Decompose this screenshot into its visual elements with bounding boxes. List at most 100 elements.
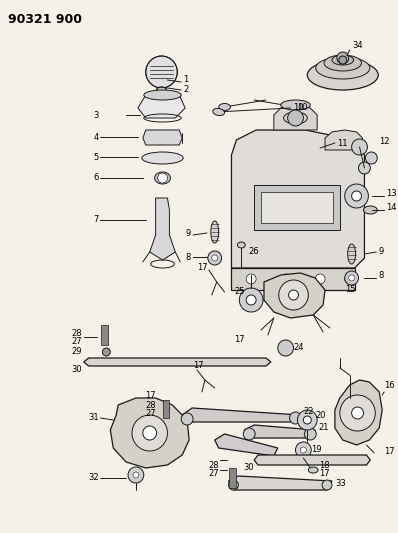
Ellipse shape: [211, 221, 219, 243]
Polygon shape: [101, 325, 108, 345]
Circle shape: [297, 410, 317, 430]
Ellipse shape: [155, 172, 170, 184]
Text: 8: 8: [186, 253, 191, 262]
Circle shape: [289, 290, 298, 300]
Text: 24: 24: [294, 343, 304, 352]
Circle shape: [243, 428, 255, 440]
Ellipse shape: [213, 108, 224, 116]
Circle shape: [239, 288, 263, 312]
Polygon shape: [232, 268, 355, 290]
Circle shape: [133, 472, 139, 478]
Text: 14: 14: [386, 204, 397, 213]
Text: 8: 8: [378, 271, 384, 280]
Text: 17: 17: [145, 392, 156, 400]
Polygon shape: [182, 408, 300, 422]
Circle shape: [102, 348, 110, 356]
Circle shape: [246, 274, 256, 284]
Text: 29: 29: [71, 348, 82, 357]
Text: 2: 2: [183, 85, 189, 94]
Polygon shape: [232, 130, 365, 268]
Ellipse shape: [237, 242, 245, 248]
Polygon shape: [325, 130, 363, 150]
Text: 22: 22: [303, 408, 314, 416]
Circle shape: [128, 467, 144, 483]
Circle shape: [322, 480, 332, 490]
Circle shape: [181, 413, 193, 425]
Text: 4: 4: [93, 133, 98, 141]
Text: 27: 27: [208, 470, 219, 479]
Text: 32: 32: [88, 473, 98, 482]
Circle shape: [349, 275, 355, 281]
Text: 28: 28: [71, 328, 82, 337]
Text: 6: 6: [93, 174, 98, 182]
Ellipse shape: [157, 87, 166, 93]
Text: 33: 33: [335, 479, 345, 488]
Circle shape: [337, 52, 349, 64]
Polygon shape: [228, 468, 236, 488]
Circle shape: [300, 447, 306, 453]
Text: 17: 17: [234, 335, 245, 344]
Ellipse shape: [348, 244, 355, 264]
Ellipse shape: [307, 60, 378, 90]
Ellipse shape: [308, 467, 318, 473]
Polygon shape: [228, 476, 332, 490]
Polygon shape: [264, 273, 325, 318]
Text: 90321 900: 90321 900: [8, 13, 82, 26]
Text: 26: 26: [248, 247, 259, 256]
Text: 13: 13: [386, 189, 397, 198]
Circle shape: [208, 251, 222, 265]
Circle shape: [146, 56, 177, 88]
Circle shape: [352, 407, 363, 419]
Text: 28: 28: [145, 401, 156, 410]
Circle shape: [352, 139, 367, 155]
Text: 15: 15: [345, 286, 355, 295]
Text: 21: 21: [318, 424, 329, 432]
Circle shape: [304, 428, 316, 440]
Polygon shape: [261, 192, 333, 223]
Ellipse shape: [219, 103, 230, 110]
Text: 11: 11: [337, 139, 347, 148]
Polygon shape: [335, 380, 382, 445]
Text: 16: 16: [384, 381, 395, 390]
Polygon shape: [254, 185, 340, 230]
Text: 1: 1: [183, 76, 189, 85]
Polygon shape: [162, 400, 170, 418]
Text: 19: 19: [311, 446, 322, 455]
Circle shape: [315, 274, 325, 284]
Circle shape: [340, 395, 375, 431]
Text: 17: 17: [197, 263, 208, 272]
Circle shape: [281, 274, 291, 284]
Text: 34: 34: [353, 41, 363, 50]
Polygon shape: [150, 198, 176, 260]
Ellipse shape: [324, 55, 361, 71]
Text: 27: 27: [145, 408, 156, 417]
Ellipse shape: [144, 90, 181, 100]
Text: 27: 27: [71, 337, 82, 346]
Polygon shape: [254, 455, 371, 465]
Circle shape: [279, 280, 308, 310]
Ellipse shape: [332, 55, 353, 65]
Circle shape: [295, 442, 311, 458]
Circle shape: [158, 173, 168, 183]
Polygon shape: [138, 95, 185, 118]
Polygon shape: [274, 105, 317, 130]
Text: 28: 28: [208, 461, 219, 470]
Circle shape: [345, 274, 355, 284]
Ellipse shape: [281, 100, 310, 110]
Polygon shape: [143, 130, 182, 145]
Text: 12: 12: [379, 138, 390, 147]
Circle shape: [345, 184, 369, 208]
Circle shape: [288, 110, 303, 126]
Text: 20: 20: [315, 410, 326, 419]
Ellipse shape: [363, 206, 377, 214]
Circle shape: [339, 56, 347, 64]
Text: 30: 30: [71, 366, 82, 375]
Ellipse shape: [316, 57, 370, 79]
Circle shape: [365, 152, 377, 164]
Circle shape: [352, 191, 361, 201]
Text: 9: 9: [186, 229, 191, 238]
Text: 10: 10: [297, 102, 308, 111]
Text: 17: 17: [319, 469, 330, 478]
Text: 9: 9: [378, 247, 384, 256]
Text: 10: 10: [294, 102, 304, 111]
